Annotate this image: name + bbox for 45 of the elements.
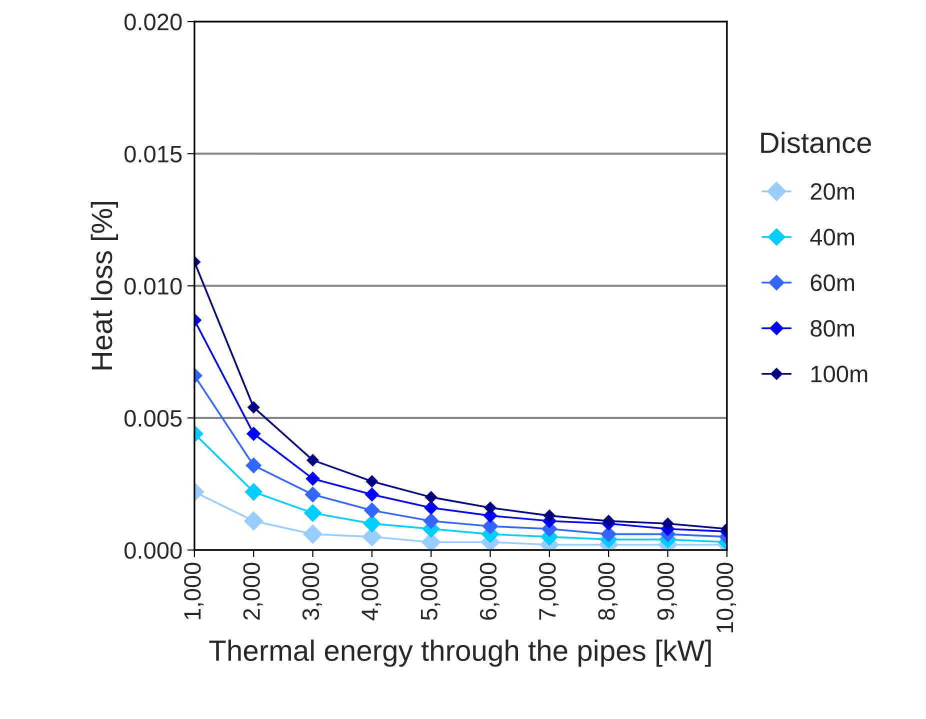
point [304,486,321,503]
y-tick-label: 0.010 [124,278,182,295]
x-tick-label: 6,000 [480,562,500,620]
y-tick-label: 0.020 [124,14,182,30]
y-tick-label: 0.000 [124,542,182,559]
x-tick-label: 1,000 [184,562,204,620]
legend-label: 80m [810,320,854,337]
point [423,512,440,530]
point [424,490,438,504]
y-tick-label: 0.005 [124,410,182,427]
legend-label: 20m [810,183,854,200]
point [363,514,381,533]
x-tick-label: 8,000 [598,562,618,620]
x-tick-label: 7,000 [539,562,559,620]
point [246,457,262,474]
point [364,487,380,502]
point [302,524,323,544]
point [246,426,261,441]
legend-label: 100m [811,366,868,382]
point [364,502,380,518]
x-tick-label: 10,000 [716,562,736,632]
point [244,482,263,501]
point [424,500,438,515]
point [543,509,556,522]
x-axis-title: Thermal energy through the pipes [kW] [209,640,711,667]
x-tick-label: 3,000 [302,562,322,620]
point [304,504,322,522]
legend-label: 60m [810,274,854,292]
x-tick-label: 2,000 [243,562,263,620]
x-tick-label: 5,000 [420,562,440,620]
point [600,526,617,542]
point [306,454,320,466]
x-tick-label: 9,000 [657,562,677,620]
point [306,472,320,486]
point [366,475,378,488]
point [247,401,260,414]
point [484,501,497,514]
legend-label: 40m [810,228,854,246]
point [602,514,615,528]
point [244,511,264,531]
legend-title: Distance [761,132,871,154]
y-tick-label: 0.015 [124,146,182,162]
x-tick-label: 4,000 [362,562,382,620]
y-axis-title: Heat loss [%] [90,202,118,370]
point [661,517,674,530]
